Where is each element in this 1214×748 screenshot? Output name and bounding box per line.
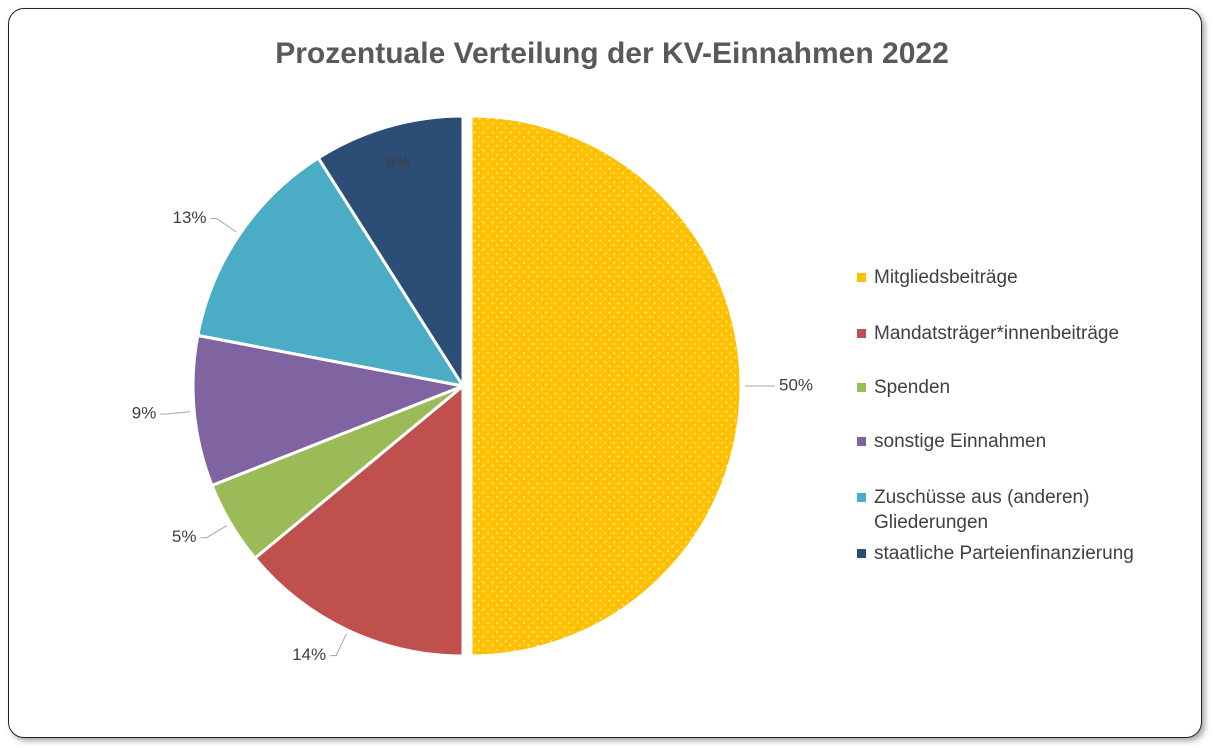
data-label: 9% xyxy=(132,404,157,423)
data-label: 13% xyxy=(172,208,206,227)
pie-slice xyxy=(191,333,469,488)
leader-line xyxy=(160,411,191,415)
chart-title: Prozentuale Verteilung der KV-Einnahmen … xyxy=(275,37,949,70)
legend-swatch xyxy=(857,437,866,446)
legend-item: sonstige Einnahmen xyxy=(857,429,1177,454)
legend-swatch xyxy=(857,383,866,392)
legend-label: Zuschüsse aus (anderen) Gliederungen xyxy=(874,487,1090,533)
legend-label: Mitgliedsbeiträge xyxy=(874,267,1018,288)
legend-label: Mandatsträger*innenbeiträge xyxy=(874,323,1120,344)
data-label: 5% xyxy=(172,527,197,546)
legend-label: staatliche Parteienfinanzierung xyxy=(874,543,1134,564)
legend-item: Mandatsträger*innenbeiträge xyxy=(857,321,1177,346)
data-label: 14% xyxy=(292,645,326,664)
legend-swatch xyxy=(857,329,866,338)
legend-label: sonstige Einnahmen xyxy=(874,431,1047,452)
leader-line xyxy=(200,525,228,539)
pie-slice xyxy=(316,114,465,392)
legend-item: Spenden xyxy=(857,375,1177,400)
legend-swatch xyxy=(857,273,866,282)
leader-line xyxy=(210,217,237,233)
pie-slice xyxy=(252,382,465,658)
legend-label: Spenden xyxy=(874,377,951,398)
legend-item: Zuschüsse aus (anderen) Gliederungen xyxy=(857,485,1177,535)
legend-item: staatliche Parteienfinanzierung xyxy=(857,541,1177,566)
pie-slice xyxy=(469,114,743,658)
legend-item: Mitgliedsbeiträge xyxy=(857,265,1177,290)
data-label: 9% xyxy=(386,153,411,172)
leader-line xyxy=(330,633,347,657)
pie-slice xyxy=(196,155,467,389)
legend-swatch xyxy=(857,493,866,502)
data-label: 50% xyxy=(779,375,813,394)
legend-swatch xyxy=(857,549,866,558)
